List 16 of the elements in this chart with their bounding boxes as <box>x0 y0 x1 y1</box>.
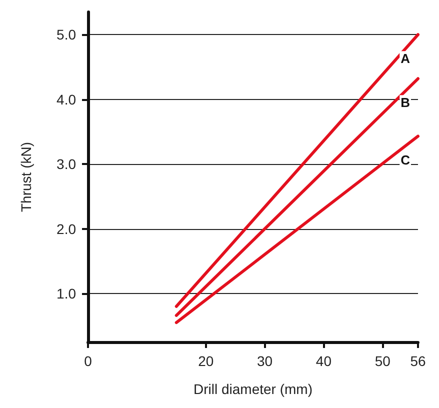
series-label: B <box>400 95 410 110</box>
x-tick-label: 20 <box>198 353 214 369</box>
x-axis-title: Drill diameter (mm) <box>194 381 312 397</box>
x-tick-label: 30 <box>256 353 273 369</box>
y-tick-label: 5.0 <box>56 26 76 43</box>
y-tick-label: 4.0 <box>56 91 76 108</box>
x-tick-label: 56 <box>410 353 426 369</box>
series-label: A <box>400 51 411 66</box>
y-axis-title: Thrust (kN) <box>18 142 34 212</box>
x-tick-label: 50 <box>374 353 391 369</box>
series-label: C <box>400 152 411 168</box>
x-tick-label: 40 <box>316 353 332 369</box>
x-tick-label: 0 <box>84 353 92 369</box>
y-tick-label: 2.0 <box>56 220 76 237</box>
y-tick-label: 3.0 <box>56 156 76 172</box>
y-tick-label: 1.0 <box>56 285 76 302</box>
